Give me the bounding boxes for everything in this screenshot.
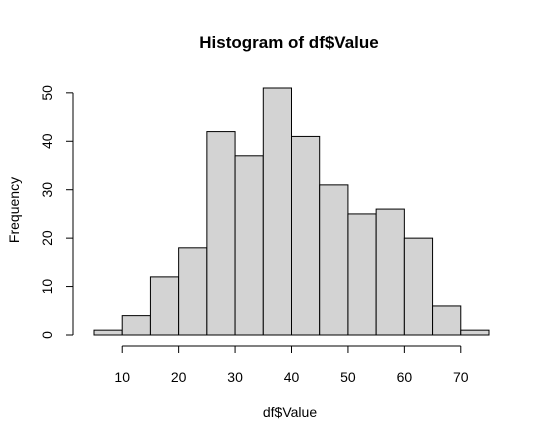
y-tick-label: 50: [39, 85, 55, 101]
histogram-bar: [262, 87, 293, 336]
x-axis: 10 20 30 40 50 60 70: [114, 345, 469, 385]
bars-group: [93, 87, 490, 336]
y-tick-label: 30: [39, 182, 55, 198]
x-tick-label: 10: [114, 369, 130, 385]
y-axis-label: Frequency: [6, 177, 22, 243]
y-tick-label: 20: [39, 230, 55, 246]
histogram-bar: [432, 305, 462, 336]
histogram-bar: [319, 184, 349, 336]
histogram-bar: [206, 131, 236, 336]
x-tick-label: 50: [340, 369, 356, 385]
y-axis: 0 10 20 30 40 50: [39, 85, 74, 339]
x-tick-label: 60: [397, 369, 413, 385]
histogram-bar: [460, 329, 490, 336]
x-tick-label: 30: [227, 369, 243, 385]
x-tick-label: 70: [453, 369, 469, 385]
y-tick-label: 10: [39, 279, 55, 295]
histogram-bar: [291, 135, 321, 336]
y-tick-label: 0: [39, 331, 55, 339]
histogram-bar: [178, 247, 208, 336]
x-tick-label: 20: [171, 369, 187, 385]
x-tick-label: 40: [284, 369, 300, 385]
histogram-bar: [121, 315, 151, 336]
histogram-bar: [403, 237, 434, 336]
y-tick-label: 40: [39, 133, 55, 149]
histogram-bar: [149, 276, 180, 336]
histogram-bar: [375, 208, 405, 336]
x-axis-label: df$Value: [263, 404, 317, 420]
histogram-bar: [234, 155, 264, 336]
chart-title: Histogram of df$Value: [199, 33, 378, 52]
histogram-bar: [93, 329, 123, 336]
histogram-bar: [347, 213, 377, 336]
